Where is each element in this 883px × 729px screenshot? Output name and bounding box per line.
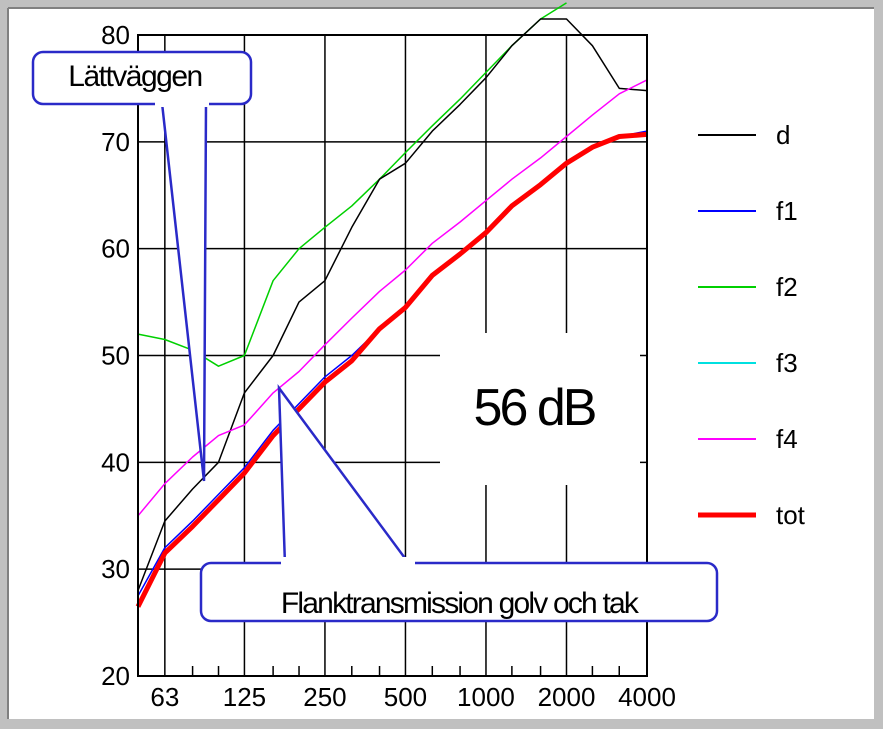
series-line-d bbox=[137, 18, 648, 591]
x-tick-label-4000: 4000 bbox=[618, 682, 676, 712]
y-tick-label-30: 30 bbox=[101, 554, 130, 584]
callout-joint-lattvaggen bbox=[155, 99, 209, 107]
legend-label-d: d bbox=[776, 120, 790, 150]
callout-text-lattvaggen: Lättväggen bbox=[68, 60, 201, 93]
result-box bbox=[440, 333, 640, 485]
series-line-tot bbox=[135, 131, 648, 608]
y-axis-ticks: 20 30 40 50 60 70 80 bbox=[101, 20, 130, 691]
callout-joint-flank bbox=[281, 557, 415, 567]
legend-label-tot: tot bbox=[776, 500, 806, 530]
callout-flank: Flanktransmission golv och tak bbox=[199, 384, 719, 623]
x-axis-ticks: 63 125 250 500 1000 2000 4000 bbox=[150, 682, 676, 712]
y-tick-label-20: 20 bbox=[101, 661, 130, 691]
series-line-f4 bbox=[137, 79, 648, 517]
legend-label-f1: f1 bbox=[776, 196, 798, 226]
x-tick-label-250: 250 bbox=[303, 682, 346, 712]
x-tick-label-2000: 2000 bbox=[538, 682, 596, 712]
x-tick-label-1000: 1000 bbox=[457, 682, 515, 712]
result-text: 56 dB bbox=[474, 379, 595, 437]
minor-ticks bbox=[137, 666, 621, 676]
y-tick-label-50: 50 bbox=[101, 341, 130, 371]
y-tick-label-80: 80 bbox=[101, 20, 130, 50]
x-tick-label-63: 63 bbox=[150, 682, 179, 712]
callout-box-lattvaggen bbox=[31, 50, 253, 106]
series-layer bbox=[135, 2, 648, 608]
x-tick-label-125: 125 bbox=[223, 682, 266, 712]
callout-lattvaggen: Lättväggen bbox=[31, 50, 253, 482]
y-tick-label-70: 70 bbox=[101, 127, 130, 157]
legend: d f1 f2 f3 f4 tot bbox=[698, 120, 806, 530]
series-line-f2 bbox=[137, 2, 567, 367]
x-tick-label-500: 500 bbox=[384, 682, 427, 712]
result-annotation: 56 dB bbox=[440, 333, 640, 485]
plot-border bbox=[137, 34, 648, 677]
y-tick-label-60: 60 bbox=[101, 234, 130, 264]
callout-text-flank: Flanktransmission golv och tak bbox=[281, 587, 640, 620]
legend-label-f4: f4 bbox=[776, 424, 798, 454]
legend-label-f2: f2 bbox=[776, 272, 798, 302]
callout-box-flank bbox=[199, 561, 719, 623]
legend-label-f3: f3 bbox=[776, 348, 798, 378]
y-tick-label-40: 40 bbox=[101, 447, 130, 477]
